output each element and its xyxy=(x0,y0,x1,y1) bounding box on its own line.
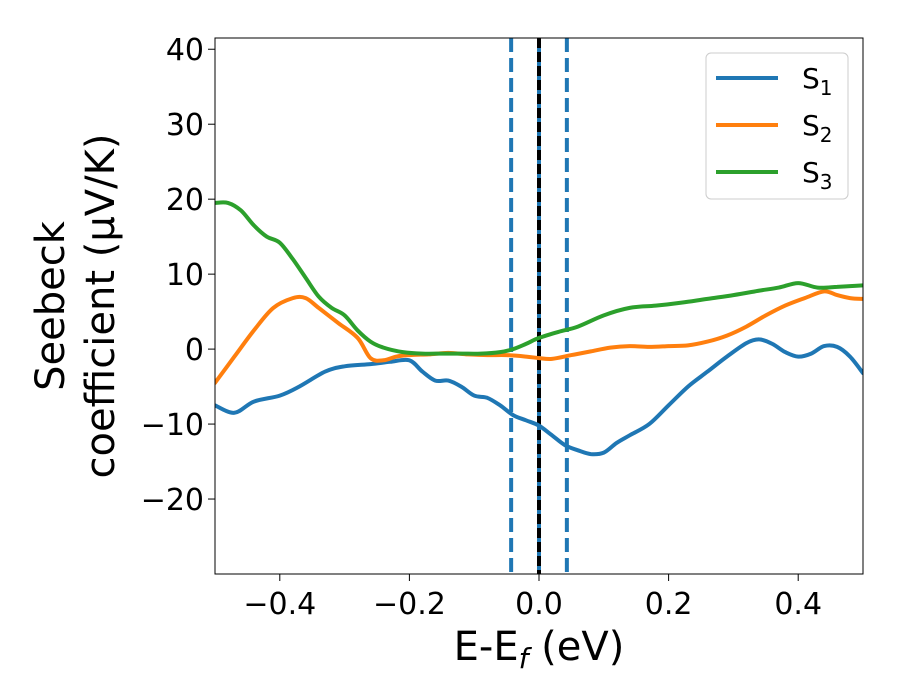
x-tick-label: 0.0 xyxy=(515,587,563,622)
series-line-s2 xyxy=(215,289,863,385)
x-axis-label-unit: (eV) xyxy=(528,624,624,670)
legend-label-s2: S2 xyxy=(802,109,833,147)
y-tick-label: −20 xyxy=(141,483,204,518)
y-axis-label-line2: coefficient (μV/K) xyxy=(78,134,124,479)
y-tick-label: −10 xyxy=(141,408,204,443)
legend: S1 S2 S3 xyxy=(705,52,849,200)
x-tick-label: −0.2 xyxy=(373,587,446,622)
series-line-s3 xyxy=(215,200,863,356)
x-tick-label: 0.2 xyxy=(645,587,693,622)
series-line-s1 xyxy=(215,337,863,457)
x-axis-label: E-Ef (eV) xyxy=(454,624,625,675)
legend-label-s3: S3 xyxy=(802,156,833,194)
y-tick-label: 20 xyxy=(166,183,204,218)
x-axis-label-main: E-E xyxy=(454,624,519,670)
legend-label-s1: S1 xyxy=(802,62,833,100)
y-tick-label: 40 xyxy=(166,33,204,68)
y-tick-label: 30 xyxy=(166,108,204,143)
y-tick-label: 0 xyxy=(185,333,204,368)
x-tick-label: 0.4 xyxy=(774,587,822,622)
y-axis-label-line1: Seebeck xyxy=(28,220,74,391)
x-tick-label: −0.4 xyxy=(243,587,316,622)
y-tick-label: 10 xyxy=(166,258,204,293)
